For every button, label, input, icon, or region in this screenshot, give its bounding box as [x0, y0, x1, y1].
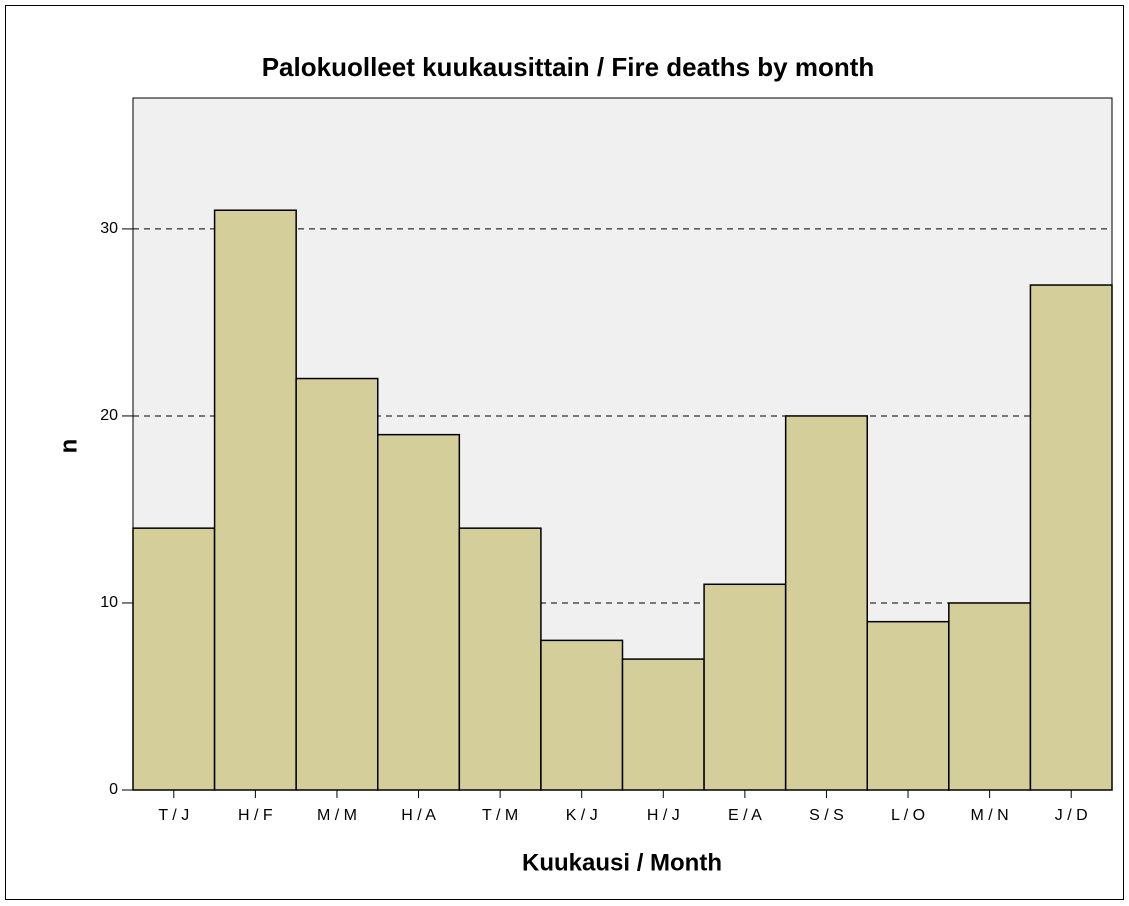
x-tick-label: J / D — [1055, 807, 1088, 824]
bar — [1029, 284, 1113, 791]
bar — [132, 527, 216, 791]
y-tick-label: 20 — [100, 407, 118, 424]
bar — [703, 583, 787, 791]
x-tick-label: L / O — [891, 807, 925, 824]
x-axis-label: Kuukausi / Month — [522, 849, 722, 876]
bar — [866, 620, 950, 791]
y-axis-label: n — [55, 439, 82, 454]
bar — [295, 377, 379, 791]
x-tick-label: E / A — [728, 807, 762, 824]
y-tick-label: 10 — [100, 594, 118, 611]
bar — [458, 527, 542, 791]
x-tick-label: T / M — [482, 807, 518, 824]
bar — [377, 433, 461, 791]
chart-title: Palokuolleet kuukausittain / Fire deaths… — [262, 52, 875, 82]
x-tick-label: K / J — [566, 807, 598, 824]
x-tick-label: H / A — [401, 807, 436, 824]
bar — [540, 639, 624, 791]
bar — [213, 209, 297, 791]
x-tick-label: S / S — [809, 807, 844, 824]
x-tick-label: H / J — [647, 807, 680, 824]
bar — [784, 415, 869, 791]
x-tick-label: T / J — [158, 807, 189, 824]
x-tick-label: M / M — [317, 807, 357, 824]
x-tick-label: M / N — [971, 807, 1009, 824]
y-tick-label: 30 — [100, 220, 118, 237]
bar — [621, 658, 705, 791]
x-tick-label: H / F — [238, 807, 273, 824]
y-tick-label: 0 — [109, 781, 118, 798]
bar — [948, 602, 1032, 791]
